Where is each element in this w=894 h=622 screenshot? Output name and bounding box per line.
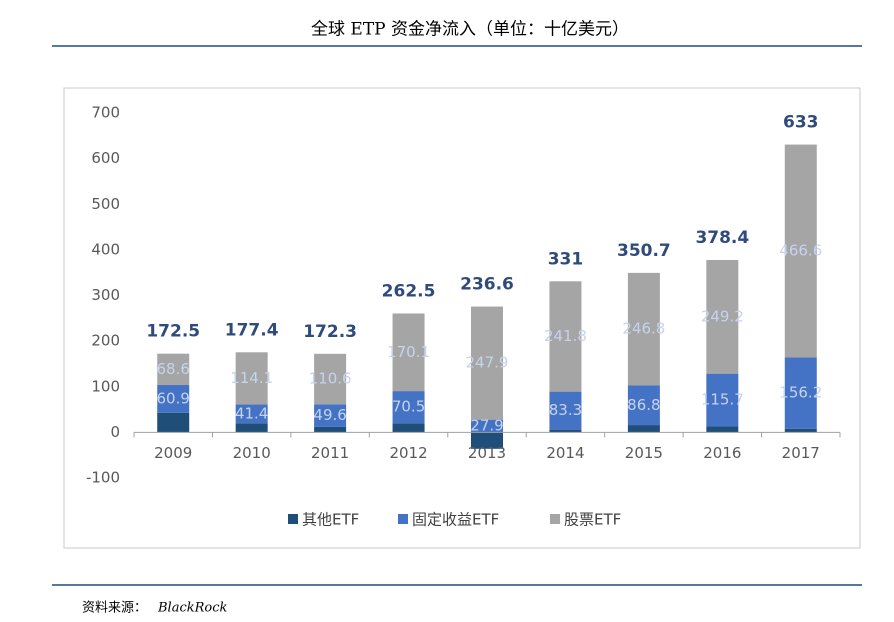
bar-segment (392, 423, 425, 433)
bar-segment (157, 384, 190, 413)
bar-segment (549, 281, 582, 392)
x-tick-label: 2017 (782, 444, 820, 462)
bar-segment (471, 419, 503, 433)
data-label: 249.2 (701, 307, 744, 325)
data-label: 170.1 (387, 343, 430, 361)
bar-segment (784, 144, 817, 358)
bar-segment (314, 426, 347, 433)
x-tick-label: 2010 (233, 444, 271, 462)
source-name: BlackRock (157, 601, 228, 616)
bar-segment (471, 432, 503, 449)
data-label: 68.6 (157, 360, 190, 378)
data-label: 49.6 (313, 406, 346, 424)
bar-segment (627, 385, 660, 426)
x-tick-label: 2016 (703, 444, 741, 462)
legend-swatch (550, 514, 560, 524)
data-label: 60.9 (157, 389, 190, 407)
data-label: 86.8 (627, 396, 660, 414)
y-tick-label: 500 (91, 195, 120, 213)
total-label: 350.7 (617, 241, 671, 261)
total-label: 177.4 (225, 320, 279, 340)
bar-segment (157, 412, 190, 433)
total-label: 378.4 (695, 228, 749, 248)
legend-swatch (288, 514, 298, 524)
total-label: 172.5 (146, 322, 200, 342)
bar-segment (157, 353, 190, 385)
x-tick-label: 2012 (389, 444, 427, 462)
legend-label: 固定收益ETF (412, 511, 499, 529)
total-label: 633 (783, 113, 819, 133)
bar-segment (549, 391, 582, 430)
data-label: 27.9 (470, 417, 503, 435)
bar-segment (392, 391, 425, 424)
data-label: 70.5 (392, 398, 425, 416)
bar-segment (392, 313, 425, 392)
legend-swatch (398, 514, 408, 524)
bar-segment (784, 357, 817, 429)
bar-segment (314, 404, 347, 427)
data-label: 83.3 (549, 401, 582, 419)
bar-segment (706, 259, 739, 374)
data-label: 41.4 (235, 404, 268, 422)
bar-segment (235, 352, 268, 405)
data-label: 115.7 (701, 391, 744, 409)
x-tick-label: 2013 (468, 444, 506, 462)
data-label: 114.1 (230, 369, 273, 387)
x-tick-label: 2014 (546, 444, 584, 462)
x-tick-label: 2011 (311, 444, 349, 462)
bar-segment (627, 272, 660, 386)
x-tick-label: 2009 (154, 444, 192, 462)
y-tick-label: 0 (110, 423, 120, 441)
bar-segment (235, 423, 268, 433)
data-label: 247.9 (466, 354, 509, 372)
bar-segment (627, 425, 660, 433)
source-label: 资料来源： (82, 601, 147, 616)
data-label: 466.6 (779, 242, 822, 260)
y-tick-label: 600 (91, 149, 120, 167)
bar-segment (314, 353, 347, 405)
bar-segment (549, 429, 582, 433)
total-label: 331 (548, 249, 584, 269)
total-label: 262.5 (382, 281, 436, 301)
y-tick-label: -100 (86, 469, 120, 487)
bar-segment (784, 428, 817, 433)
y-tick-label: 200 (91, 332, 120, 350)
bar-segment (471, 306, 503, 420)
data-label: 246.8 (622, 320, 665, 338)
total-label: 172.3 (303, 322, 357, 342)
bar-segment (706, 373, 739, 427)
data-label: 110.6 (309, 370, 352, 388)
bar-segment (706, 426, 739, 433)
x-tick-label: 2015 (625, 444, 663, 462)
y-tick-label: 400 (91, 240, 120, 258)
bar-segment (235, 404, 268, 424)
total-label: 236.6 (460, 275, 514, 295)
data-label: 241.8 (544, 327, 587, 345)
legend-label: 其他ETF (302, 511, 359, 529)
chart-title: 全球 ETP 资金净流入（单位：十亿美元） (311, 20, 629, 40)
y-tick-label: 100 (91, 377, 120, 395)
data-label: 156.2 (779, 384, 822, 402)
y-tick-label: 700 (91, 104, 120, 122)
y-tick-label: 300 (91, 286, 120, 304)
legend-label: 股票ETF (564, 511, 621, 529)
